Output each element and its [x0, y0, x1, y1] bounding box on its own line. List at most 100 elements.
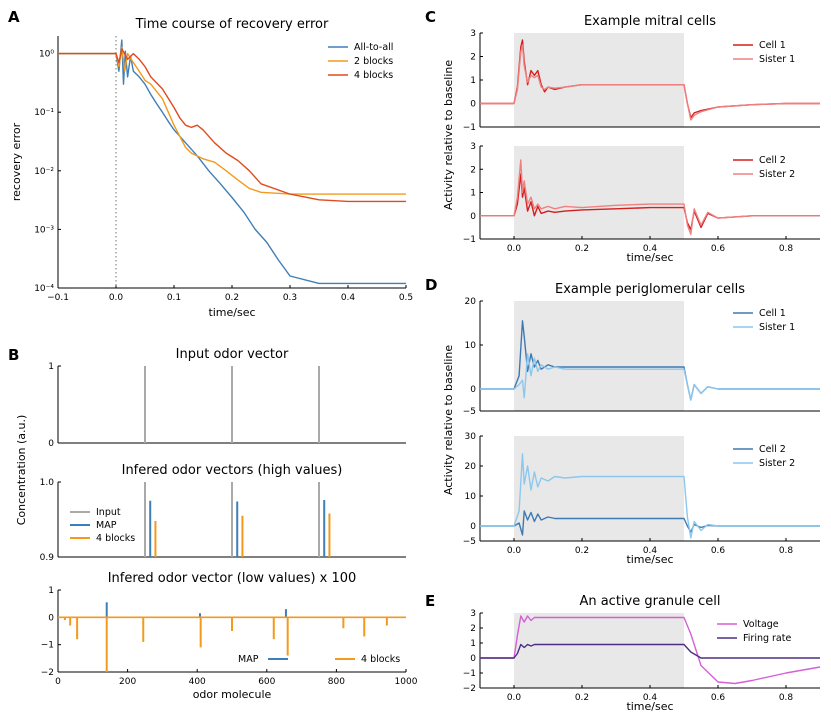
chart-b2-title: Infered odor vectors (high values) [122, 463, 343, 478]
chart-b3-xlabel: odor molecule [193, 688, 272, 701]
chart-c2-series-sister-2 [480, 159, 820, 236]
panel-letter-e: E [425, 592, 435, 610]
chart-c1-series-sister-1 [480, 44, 820, 121]
chart-c1-title: Example mitral cells [584, 14, 716, 29]
chart-b3-xtick-label: 800 [328, 677, 345, 687]
chart-b3-xtick-label: 200 [119, 677, 136, 687]
chart-c2-xtick-label: 0.2 [575, 244, 589, 254]
chart-c1-ytick-label: 1 [470, 76, 476, 86]
chart-b3-xtick-label: 0 [55, 677, 61, 687]
chart-c1-stimulus-shade [514, 33, 684, 127]
chart-b3-ytick-label: 0 [48, 613, 54, 623]
chart-a-ytick-label: 10⁻³ [34, 225, 54, 235]
chart-d1-ytick-label: 20 [465, 297, 477, 307]
chart-b3-legend-label: 4 blocks [361, 654, 400, 665]
chart-c2-ytick-label: 0 [470, 212, 476, 222]
chart-e-ytick-label: 0 [470, 654, 476, 664]
chart-d1-legend-label: Sister 1 [759, 322, 795, 333]
panel-letter-a: A [8, 8, 20, 26]
chart-a-legend-label: All-to-all [354, 42, 393, 53]
chart-b3-legend-label: MAP [238, 654, 259, 665]
chart-a-ytick-label: 10⁻¹ [34, 108, 54, 118]
chart-d2-stimulus-shade [514, 436, 684, 541]
chart-b3-xtick-label: 600 [258, 677, 275, 687]
chart-a-xtick-label: 0.5 [399, 293, 413, 303]
chart-d2-xtick-label: 0.6 [711, 546, 726, 556]
chart-b3-ytick-label: −2 [41, 668, 54, 678]
chart-d2-xtick-label: 0.8 [779, 546, 794, 556]
chart-e-series-voltage [480, 615, 821, 685]
chart-a-legend-label: 2 blocks [354, 56, 393, 67]
chart-a-ylabel: recovery error [10, 122, 23, 201]
chart-a-ytick-label: 10⁰ [39, 50, 54, 60]
chart-e-legend-label: Voltage [743, 619, 779, 630]
chart-e-xtick-label: 0.0 [507, 693, 522, 703]
chart-a-title: Time course of recovery error [135, 17, 329, 32]
chart-d2-xtick-label: 0.4 [643, 546, 658, 556]
chart-c2-series-cell-2 [480, 173, 820, 231]
chart-d2-ytick-label: 10 [465, 492, 477, 502]
chart-d2-xtick-label: 0.0 [507, 546, 522, 556]
chart-d2-xtick-label: 0.2 [575, 546, 589, 556]
chart-d1-stimulus-shade [514, 301, 684, 411]
chart-b3-ytick-label: −1 [41, 641, 54, 651]
chart-d2-series-sister-2 [480, 453, 820, 539]
chart-e-xtick-label: 0.4 [643, 693, 658, 703]
chart-e-xtick-label: 0.6 [711, 693, 726, 703]
chart-c2-ytick-label: 2 [470, 165, 476, 175]
chart-b2-ytick-label: 1.0 [40, 478, 55, 488]
chart-c2-xtick-label: 0.4 [643, 244, 658, 254]
chart-d1-legend-label: Cell 1 [759, 308, 786, 319]
chart-d1-ytick-label: 0 [470, 385, 476, 395]
chart-d2-legend-label: Sister 2 [759, 458, 795, 469]
chart-a-xtick-label: 0.2 [225, 293, 239, 303]
chart-b3-ytick-label: 1 [48, 586, 54, 596]
chart-c2-legend-label: Sister 2 [759, 169, 795, 180]
chart-c2-ytick-label: −1 [463, 235, 476, 245]
chart-b1-ytick-label: 1 [48, 362, 54, 372]
chart-c2-legend-label: Cell 2 [759, 155, 786, 166]
chart-e-stimulus-shade [514, 613, 684, 688]
chart-c2-ytick-label: 1 [470, 189, 476, 199]
charts-layer: Time course of recovery error 10⁻⁴ 10⁻³ 10⁻… [10, 14, 821, 713]
chart-e-ytick-label: 2 [470, 624, 476, 634]
chart-a-legend-label: 4 blocks [354, 70, 393, 81]
chart-d1-ytick-label: 10 [465, 341, 477, 351]
chart-a-xtick-label: 0.0 [109, 293, 124, 303]
chart-e-xlabel: time/sec [626, 700, 673, 713]
chart-c2-xtick-label: 0.8 [779, 244, 794, 254]
chart-c2-xtick-label: 0.0 [507, 244, 522, 254]
chart-a-xlabel: time/sec [208, 306, 255, 319]
chart-a-xtick-label: 0.3 [283, 293, 297, 303]
chart-c1-legend-label: Sister 1 [759, 54, 795, 65]
chart-d2-ytick-label: 30 [465, 432, 477, 442]
chart-c2-stimulus-shade [514, 146, 684, 239]
chart-e-series-firing-rate [480, 643, 820, 659]
panel-c-ylabel: Activity relative to baseline [442, 60, 455, 210]
chart-e-ytick-label: −1 [463, 669, 476, 679]
chart-e-ytick-label: 3 [470, 609, 476, 619]
panel-b-ylabel: Concentration (a.u.) [15, 415, 28, 526]
chart-b3-xtick-label: 1000 [395, 677, 418, 687]
chart-a-series-all-to-all [58, 39, 406, 285]
chart-d1-series-sister-1 [480, 353, 820, 401]
chart-e-xtick-label: 0.8 [779, 693, 794, 703]
chart-c1-ytick-label: 2 [470, 53, 476, 63]
chart-d1-title: Example periglomerular cells [555, 282, 745, 297]
panel-letter-d: D [425, 276, 437, 294]
chart-a-xtick-label: 0.1 [167, 293, 181, 303]
chart-b3-title: Infered odor vector (low values) x 100 [108, 571, 357, 586]
chart-b3-xtick-label: 400 [189, 677, 206, 687]
chart-b2-legend-label: 4 blocks [96, 533, 135, 544]
chart-e-xtick-label: 0.2 [575, 693, 589, 703]
chart-a-xtick-label: 0.4 [341, 293, 356, 303]
chart-a-series-4-blocks [58, 48, 406, 203]
chart-b1-ytick-label: 0 [48, 439, 54, 449]
chart-c1-legend-label: Cell 1 [759, 40, 786, 51]
chart-d2-xlabel: time/sec [626, 553, 673, 566]
chart-d2-ytick-label: −5 [463, 537, 476, 547]
panel-letter-b: B [8, 346, 19, 364]
chart-a-series-2-blocks [58, 46, 406, 195]
chart-b2-ytick-label: 0.9 [40, 553, 55, 563]
chart-d1-ytick-label: −5 [463, 407, 476, 417]
